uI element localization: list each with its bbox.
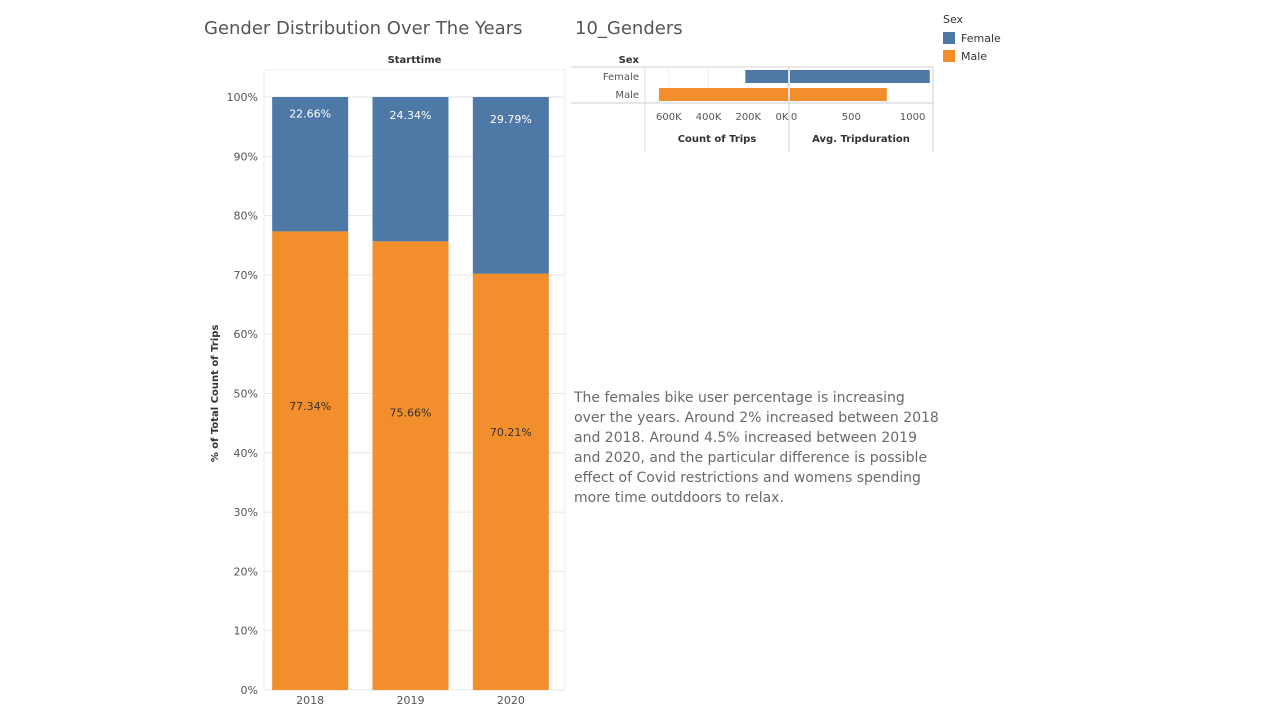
- annotation-text: The females bike user percentage is incr…: [574, 390, 939, 506]
- y-tick-label: 0%: [241, 684, 258, 697]
- bar-female-2018: [272, 97, 349, 232]
- y-tick-label: 50%: [234, 388, 258, 401]
- x-tick-label-2019: 2019: [397, 694, 425, 707]
- y-tick-label: 40%: [234, 447, 258, 460]
- legend-item-male[interactable]: Male: [943, 47, 1001, 65]
- gender-bar-chart: Sex Female Male 0K 200K 400K 600K Count of Trip…: [571, 55, 934, 152]
- bar-duration-male: [790, 88, 887, 101]
- x-tick-label-duration: 0: [791, 112, 797, 123]
- data-label-female-2018: 22.66%: [289, 108, 331, 121]
- x-axis-title-count: Count of Trips: [678, 134, 757, 145]
- bar-female-2019: [372, 97, 449, 242]
- x-tick-label-2018: 2018: [296, 694, 324, 707]
- bar-duration-female: [790, 70, 930, 83]
- y-tick-label: 20%: [234, 565, 258, 578]
- legend-item-female[interactable]: Female: [943, 29, 1001, 47]
- bar-female-2020: [472, 97, 549, 274]
- x-tick-label-count: 200K: [735, 112, 761, 123]
- y-axis-title: % of Total Count of Trips: [210, 325, 221, 463]
- row-label-female: Female: [603, 72, 639, 83]
- legend-label-male: Male: [961, 49, 988, 63]
- x-tick-label-duration: 500: [842, 112, 861, 123]
- x-tick-label-2020: 2020: [497, 694, 525, 707]
- column-header-starttime: Starttime: [388, 55, 442, 66]
- data-label-female-2019: 24.34%: [390, 109, 432, 122]
- row-header-sex: Sex: [619, 55, 640, 66]
- bar-count-male: [658, 88, 788, 101]
- stacked-bar-chart: Starttime 0% 10% 20% 30% 40% 50% 60% 70% 80% 90% 10…: [210, 55, 566, 707]
- legend-label-female: Female: [961, 31, 1001, 45]
- y-tick-label: 90%: [234, 150, 258, 163]
- bar-male-2018: [272, 231, 349, 691]
- y-tick-label: 30%: [234, 506, 258, 519]
- x-tick-label-count: 600K: [656, 112, 682, 123]
- x-tick-label-count: 400K: [696, 112, 722, 123]
- data-label-male-2019: 75.66%: [390, 406, 432, 419]
- x-axis-title-duration: Avg. Tripduration: [812, 134, 910, 145]
- x-tick-label-count: 0K: [776, 112, 789, 123]
- chart-title-genders: 10_Genders: [575, 18, 683, 39]
- legend-swatch-male: [943, 50, 955, 62]
- bar-count-female: [745, 70, 788, 83]
- y-tick-label: 70%: [234, 269, 258, 282]
- x-tick-label-duration: 1000: [900, 112, 925, 123]
- row-label-male: Male: [615, 90, 639, 101]
- legend-title: Sex: [943, 13, 964, 26]
- legend: Sex Female Male: [943, 13, 1001, 65]
- data-label-male-2018: 77.34%: [289, 400, 331, 413]
- y-tick-label: 10%: [234, 625, 258, 638]
- legend-swatch-female: [943, 32, 955, 44]
- y-tick-label: 80%: [234, 210, 258, 223]
- y-tick-label: 100%: [227, 91, 258, 104]
- data-label-male-2020: 70.21%: [490, 426, 532, 439]
- bar-male-2020: [472, 273, 549, 690]
- y-tick-label: 60%: [234, 328, 258, 341]
- chart-title-gender-distribution: Gender Distribution Over The Years: [204, 18, 523, 39]
- bar-male-2019: [372, 241, 449, 691]
- data-label-female-2020: 29.79%: [490, 113, 532, 126]
